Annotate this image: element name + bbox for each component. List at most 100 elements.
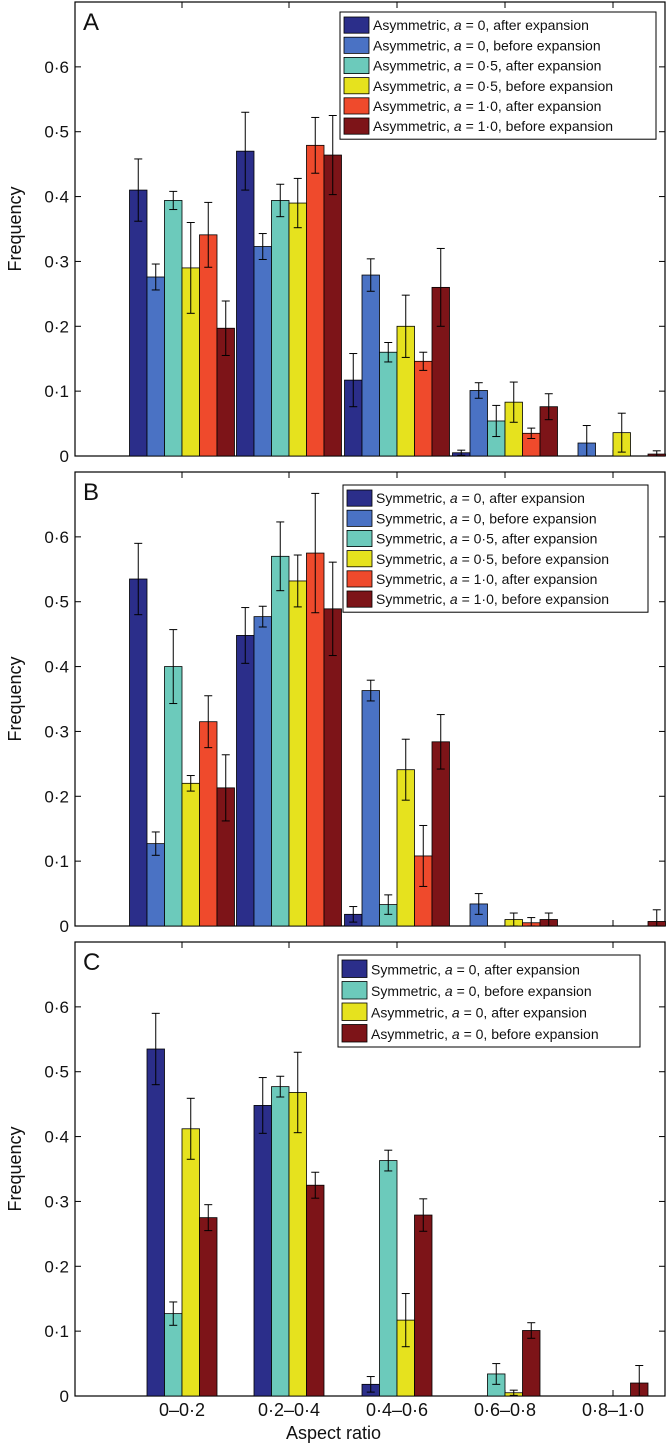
panel-b-ylabel: Frequency <box>5 656 25 741</box>
panel-a-legend <box>339 11 657 140</box>
legend-swatch <box>341 1024 368 1043</box>
panel-c-ytick-label: 0·5 <box>44 1063 69 1082</box>
panel-b-ytick-label: 0·6 <box>44 528 69 547</box>
legend-swatch <box>343 117 370 135</box>
bar <box>271 200 290 457</box>
bar <box>253 1105 272 1397</box>
category-label: 0·4–0·6 <box>366 1400 428 1420</box>
bar <box>288 1092 307 1397</box>
bar <box>236 150 255 457</box>
panel-a-ytick-label: 0·3 <box>44 252 69 271</box>
bar <box>361 274 380 457</box>
bar <box>236 635 255 927</box>
bar <box>129 578 148 927</box>
bar <box>199 721 218 927</box>
bar <box>146 1048 165 1397</box>
bar <box>271 555 290 927</box>
panel-b-legend <box>342 484 649 613</box>
bar <box>323 154 342 457</box>
legend-entry: Symmetric, a = 1·0, after expansion <box>376 571 597 587</box>
legend-entry: Asymmetric, a = 0·5, after expansion <box>373 58 601 74</box>
legend-entry: Asymmetric, a = 1·0, after expansion <box>373 98 601 114</box>
bar <box>469 390 488 457</box>
panel-a-ytick-label: 0·5 <box>44 123 69 142</box>
panel-c-ytick-label: 0 <box>60 1387 69 1406</box>
bar <box>146 276 165 457</box>
panel-a-ytick-label: 0·4 <box>44 188 69 207</box>
category-label: 0·6–0·8 <box>474 1400 536 1420</box>
bar <box>199 1217 218 1397</box>
legend-entry: Symmetric, a = 0·5, after expansion <box>376 531 597 547</box>
legend-swatch <box>341 959 368 978</box>
bar <box>522 1330 541 1397</box>
legend-entry: Asymmetric, a = 0, before expansion <box>373 37 601 53</box>
bar <box>129 189 148 457</box>
legend-swatch <box>346 489 373 507</box>
panel-c-ytick-label: 0·4 <box>44 1128 69 1147</box>
panel-b-ytick-label: 0·4 <box>44 658 69 677</box>
bar <box>253 616 272 927</box>
legend-entry: Symmetric, a = 0, after expansion <box>376 490 585 506</box>
bar <box>181 1128 200 1397</box>
bar <box>164 1313 183 1397</box>
bar <box>271 1086 290 1397</box>
bar <box>146 843 165 927</box>
panel-b-ytick-label: 0·1 <box>44 852 69 871</box>
legend-swatch <box>341 1002 368 1021</box>
bar <box>199 234 218 457</box>
bar <box>164 200 183 457</box>
legend-swatch <box>343 16 370 34</box>
panel-c-ytick-label: 0·6 <box>44 998 69 1017</box>
legend-swatch <box>346 590 373 608</box>
legend-entry: Asymmetric, a = 0, after expansion <box>373 17 589 33</box>
panel-a-ytick-label: 0·1 <box>44 382 69 401</box>
panel-c-legend <box>337 954 641 1048</box>
bar <box>253 246 272 457</box>
bar <box>414 1214 433 1397</box>
panel-a-ytick-label: 0·6 <box>44 58 69 77</box>
bar <box>414 360 433 457</box>
legend-entry: Symmetric, a = 0, before expansion <box>371 983 592 999</box>
x-axis-label: Aspect ratio <box>285 1423 382 1443</box>
legend-entry: Asymmetric, a = 0, before expansion <box>371 1026 599 1042</box>
category-label: 0·2–0·4 <box>258 1400 320 1420</box>
legend-entry: Symmetric, a = 1·0, before expansion <box>376 591 609 607</box>
legend-swatch <box>346 550 373 568</box>
panel-a-ylabel: Frequency <box>5 186 25 271</box>
legend-swatch <box>346 530 373 548</box>
bar <box>361 690 380 927</box>
bar <box>323 608 342 927</box>
panel-c-letter: C <box>83 949 100 976</box>
panel-b-ytick-label: 0·5 <box>44 593 69 612</box>
panel-c-ytick-label: 0·2 <box>44 1257 69 1276</box>
panel-b-ytick-label: 0·2 <box>44 787 69 806</box>
bar <box>379 351 398 457</box>
legend-entry: Symmetric, a = 0, after expansion <box>371 962 580 978</box>
bar <box>379 1160 398 1397</box>
panel-c-ylabel: Frequency <box>5 1126 25 1211</box>
legend-entry: Symmetric, a = 0·5, before expansion <box>376 551 609 567</box>
bar <box>181 782 200 927</box>
category-label: 0–0·2 <box>159 1400 205 1420</box>
category-label: 0·8–1·0 <box>582 1400 644 1420</box>
panel-c-ytick-label: 0·3 <box>44 1192 69 1211</box>
panel-b-ytick-label: 0·3 <box>44 722 69 741</box>
legend-swatch <box>343 97 370 115</box>
legend-entry: Asymmetric, a = 0·5, before expansion <box>373 78 613 94</box>
bar <box>288 580 307 927</box>
bar <box>306 144 325 457</box>
legend-entry: Asymmetric, a = 1·0, before expansion <box>373 118 613 134</box>
bar <box>288 202 307 457</box>
panel-c-ytick-label: 0·1 <box>44 1322 69 1341</box>
panel-b-letter: B <box>83 479 99 506</box>
panel-a-ytick-label: 0·2 <box>44 317 69 336</box>
legend-swatch <box>346 570 373 588</box>
bar <box>306 1184 325 1397</box>
legend-swatch <box>343 57 370 75</box>
bar <box>164 666 183 927</box>
legend-swatch <box>343 36 370 54</box>
panel-b-ytick-label: 0 <box>60 917 69 936</box>
legend-swatch <box>346 509 373 527</box>
panel-a-ytick-label: 0 <box>60 447 69 466</box>
